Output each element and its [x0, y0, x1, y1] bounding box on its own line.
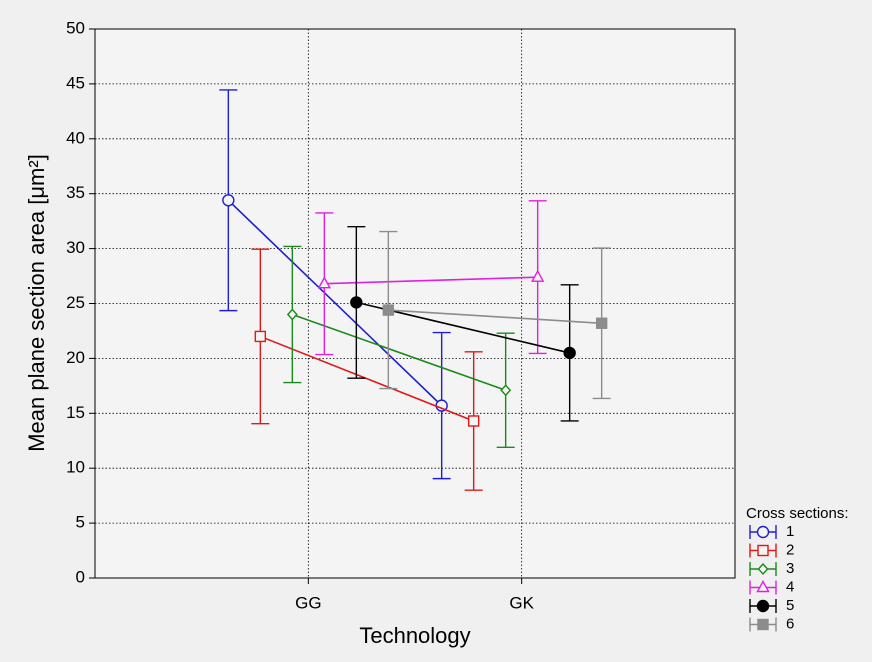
legend-marker: [757, 544, 769, 557]
legend-label: 4: [786, 578, 794, 595]
y-tick-label: 0: [76, 567, 85, 586]
marker: [595, 317, 608, 329]
series-line: [260, 335, 474, 422]
x-tick-label: GK: [509, 593, 534, 612]
legend-label: 6: [786, 615, 794, 632]
plot-frame: [94, 28, 736, 579]
legend-marker: [756, 580, 770, 593]
marker: [350, 296, 363, 309]
legend-label: 2: [786, 541, 794, 558]
y-tick-label: 50: [66, 18, 85, 37]
legend-label: 5: [786, 597, 794, 614]
legend-marker: [756, 599, 770, 613]
legend-label: 1: [786, 523, 794, 540]
marker: [500, 384, 512, 397]
x-tick-label: GG: [295, 593, 321, 612]
y-tick-label: 45: [66, 73, 85, 92]
series-line: [388, 309, 602, 325]
legend-label: 3: [786, 560, 794, 577]
marker: [286, 308, 298, 321]
legend-marker: [756, 525, 770, 539]
legend-marker: [757, 562, 769, 576]
marker: [530, 269, 545, 282]
y-tick-label: 10: [66, 458, 85, 477]
y-tick-label: 5: [76, 513, 85, 532]
y-tick-label: 15: [66, 403, 85, 422]
marker: [317, 276, 332, 289]
y-tick-label: 30: [66, 238, 85, 257]
legend-title: Cross sections:: [746, 505, 849, 522]
marker: [467, 415, 480, 427]
marker: [563, 346, 576, 360]
marker: [254, 330, 267, 343]
x-axis-title: Technology: [359, 623, 470, 648]
legend-marker: [757, 618, 769, 631]
y-tick-label: 20: [66, 348, 85, 367]
marker: [382, 304, 395, 316]
marker: [222, 194, 235, 207]
series-line: [324, 276, 538, 285]
y-axis-title: Mean plane section area [μm²]: [24, 154, 49, 452]
y-tick-label: 35: [66, 183, 85, 202]
y-tick-label: 40: [66, 128, 85, 147]
series-line: [292, 313, 506, 391]
y-tick-label: 25: [66, 293, 85, 312]
series-line: [227, 199, 443, 407]
